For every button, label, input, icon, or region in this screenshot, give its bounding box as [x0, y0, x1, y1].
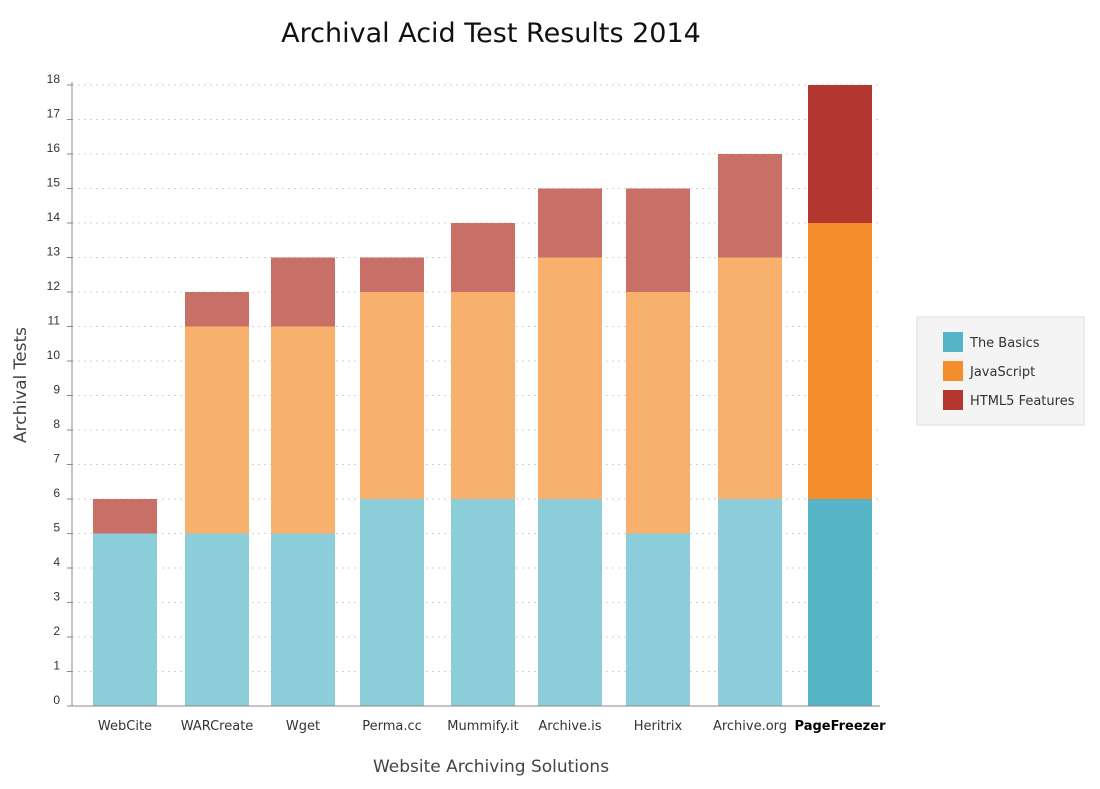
x-tick-label: WARCreate: [181, 719, 254, 734]
y-tick-label: 10: [47, 348, 61, 362]
legend-swatch: [943, 332, 963, 352]
y-tick-label: 2: [53, 624, 60, 638]
bar-segment-the-basics-webcite: [93, 533, 157, 706]
y-tick-label: 3: [53, 590, 60, 604]
bar-segment-javascript-archive-org: [718, 257, 782, 499]
x-axis-label: Website Archiving Solutions: [373, 757, 609, 777]
bar-segment-the-basics-heritrix: [626, 533, 690, 706]
y-tick-label: 18: [47, 72, 61, 86]
bar-segment-the-basics-wget: [271, 533, 335, 706]
x-tick-label: Wget: [286, 719, 320, 734]
y-tick-label: 1: [53, 659, 60, 673]
bar-segment-html5-features-pagefreezer: [808, 85, 872, 223]
x-tick-labels: WebCite WARCreate Wget Perma.cc Mummify.it Ar…: [98, 719, 886, 734]
bar-segment-html5-features-archive-is: [538, 188, 602, 258]
y-axis-label: Archival Tests: [11, 327, 31, 443]
legend-swatch: [943, 390, 963, 410]
bar-segment-javascript-pagefreezer: [808, 223, 872, 499]
bar-segment-html5-features-webcite: [93, 499, 157, 534]
bar-segment-the-basics-warcreate: [185, 533, 249, 706]
x-tick-label: Mummify.it: [447, 719, 518, 734]
x-tick-label: WebCite: [98, 719, 152, 734]
bar-segment-html5-features-warcreate: [185, 292, 249, 327]
y-tick-label: 13: [47, 245, 61, 259]
bar-segment-javascript-mummify-it: [451, 292, 515, 499]
bar-segment-javascript-heritrix: [626, 292, 690, 534]
chart-title: Archival Acid Test Results 2014: [281, 18, 701, 49]
bar-segment-the-basics-archive-is: [538, 499, 602, 706]
bar-segment-html5-features-wget: [271, 257, 335, 327]
y-tick-label: 16: [47, 141, 61, 155]
bar-segment-html5-features-perma-cc: [360, 257, 424, 292]
x-tick-label: Archive.is: [538, 719, 601, 734]
y-tick-label: 7: [53, 452, 60, 466]
bar-segment-javascript-perma-cc: [360, 292, 424, 499]
y-tick-label: 8: [53, 417, 60, 431]
bar-segment-javascript-wget: [271, 326, 335, 534]
bar-segment-javascript-warcreate: [185, 326, 249, 534]
bar-segment-the-basics-mummify-it: [451, 499, 515, 706]
y-tick-label: 4: [53, 555, 60, 569]
bar-segment-html5-features-mummify-it: [451, 223, 515, 292]
legend-label: The Basics: [969, 336, 1040, 351]
legend: The Basics JavaScript HTML5 Features: [916, 316, 1085, 426]
y-tick-label: 14: [47, 210, 61, 224]
x-tick-label: PageFreezer: [795, 719, 887, 734]
bar-segment-html5-features-archive-org: [718, 154, 782, 258]
bar-segment-the-basics-archive-org: [718, 499, 782, 706]
x-tick-label: Archive.org: [713, 719, 787, 734]
legend-swatch: [943, 361, 963, 381]
y-tick-label: 6: [53, 486, 60, 500]
y-tick-label: 0: [53, 693, 60, 707]
x-tick-label: Heritrix: [634, 719, 683, 734]
y-tick-label: 11: [48, 314, 61, 328]
legend-label: JavaScript: [969, 365, 1035, 380]
y-tick-label: 17: [47, 107, 61, 121]
y-tick-label: 12: [47, 279, 61, 293]
legend-label: HTML5 Features: [970, 394, 1075, 409]
bar-segment-the-basics-pagefreezer: [808, 499, 872, 706]
bar-segment-html5-features-heritrix: [626, 188, 690, 292]
bars: [93, 85, 872, 706]
bar-segment-javascript-archive-is: [538, 257, 602, 499]
y-tick-label: 5: [53, 521, 60, 535]
y-tick-label: 9: [53, 383, 60, 397]
x-tick-label: Perma.cc: [362, 719, 422, 734]
bar-segment-the-basics-perma-cc: [360, 499, 424, 706]
y-tick-label: 15: [47, 176, 61, 190]
